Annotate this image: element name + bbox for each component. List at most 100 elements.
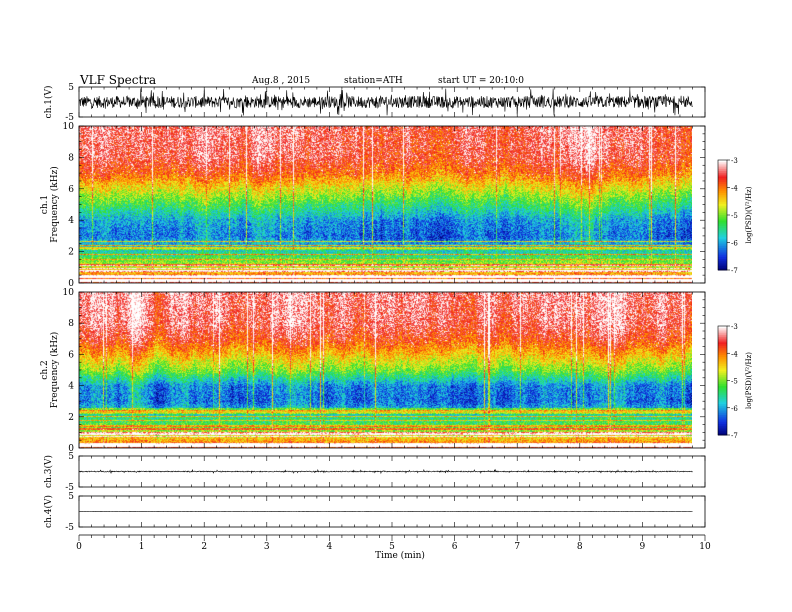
figure-title: VLF Spectra [79, 73, 156, 87]
ch2-colorbar-tick-label: -5 [731, 378, 738, 386]
ch1-colorbar-cell [718, 226, 727, 229]
ch1-waveform-panel: 5 -5 ch.1(V) [43, 83, 706, 123]
time-tick-label: 6 [452, 542, 458, 552]
ch1-waveform-ytick-label: 5 [68, 83, 74, 93]
ch1-colorbar-cell [718, 237, 727, 240]
ch2-colorbar-cell [718, 424, 727, 427]
ch2-colorbar-cell [718, 433, 727, 436]
time-axis-label: Time (min) [375, 550, 425, 561]
ch2-colorbar-cell [718, 425, 727, 429]
ch1-colorbar-cell [718, 213, 727, 216]
ch2-colorbar-cell [718, 353, 727, 356]
ch2-colorbar-cell [718, 389, 727, 392]
ch2-colorbar-cell [718, 376, 727, 380]
ch2-colorbar-cell [718, 413, 727, 416]
ch1-colorbar-cell [718, 182, 727, 185]
ch1-colorbar-cell [718, 229, 727, 232]
time-tick-label: 9 [640, 542, 646, 552]
ch1-spectrogram-ytick-label: 4 [68, 216, 74, 226]
ch1-colorbar-cell [718, 222, 727, 225]
ch2-colorbar-cell [718, 418, 727, 421]
ch1-colorbar-label: log(PSD)(V²/Hz) [745, 186, 753, 243]
time-tick-label: 8 [577, 542, 583, 552]
ch2-colorbar-cell [718, 369, 727, 372]
ch2-spectrogram-ytick-label: 0 [68, 444, 74, 454]
ch1-spectrogram-ytick-label: 6 [68, 185, 74, 195]
ch1-colorbar-cell [718, 176, 727, 179]
ch1-colorbar-cell [718, 196, 727, 199]
ch2-colorbar-cell [718, 347, 727, 351]
ch2-colorbar-label: log(PSD)(V²/Hz) [745, 352, 753, 409]
ch1-colorbar-cell [718, 198, 727, 201]
ch2-colorbar-cell [718, 375, 727, 378]
ch2-colorbar-cell [718, 380, 727, 383]
ch1-spectrogram-ytick-label: 0 [68, 279, 74, 289]
ch1-colorbar-cell [718, 260, 727, 264]
ch1-colorbar-tick-label: -5 [731, 212, 738, 220]
ch2-colorbar-cell [718, 411, 727, 414]
ch2-colorbar-cell [718, 329, 727, 332]
ch1-colorbar-cell [718, 218, 727, 221]
ch1-colorbar-cell [718, 244, 727, 247]
ch2-spectrogram-panel: 0 2 4 6 8 10 ch.2Frequency (kHz) [40, 288, 706, 454]
ch3-waveform-ytick-label: 5 [68, 452, 74, 462]
ch3-waveform-ylabel: ch.3(V) [43, 455, 54, 488]
ch1-colorbar-cell [718, 242, 727, 245]
ch2-colorbar-cell [718, 400, 727, 403]
ch2-colorbar-cell [718, 404, 727, 407]
ch2-colorbar-cell [718, 398, 727, 401]
ch1-colorbar-cell [718, 178, 727, 181]
ch1-spectrogram-ylabel: ch.1Frequency (kHz) [40, 166, 60, 243]
ch1-spectrogram-ytick-label: 10 [63, 122, 75, 132]
time-tick-label: 7 [514, 542, 520, 552]
time-tick-label: 3 [264, 542, 270, 552]
ch1-colorbar-cell [718, 264, 727, 267]
ch1-colorbar-cell [718, 163, 727, 166]
time-tick-label: 0 [76, 542, 82, 552]
ch2-colorbar-cell [718, 365, 727, 369]
ch2-colorbar: -3 -4 -5 -6 -7 log(PSD)(V²/Hz) [717, 323, 753, 440]
start-time-label: start UT = 20:10:0 [438, 76, 524, 86]
ch1-spectrogram-ytick-label: 8 [68, 153, 74, 163]
ch1-spectrogram-ytick-label: 2 [68, 248, 74, 258]
ch1-colorbar-cell [718, 248, 727, 251]
ch1-colorbar-cell [718, 238, 727, 242]
ch2-colorbar-cell [718, 378, 727, 381]
ch2-colorbar-cell [718, 364, 727, 367]
ch1-colorbar: -3 -4 -5 -6 -7 log(PSD)(V²/Hz) [717, 157, 753, 275]
ch1-colorbar-cell [718, 266, 727, 269]
ch2-colorbar-cell [718, 393, 727, 396]
time-tick-label: 1 [139, 542, 145, 552]
time-tick-label: 4 [327, 542, 333, 552]
ch2-colorbar-cell [718, 349, 727, 352]
ch2-colorbar-cell [718, 382, 727, 385]
ch2-colorbar-cell [718, 385, 727, 389]
ch1-colorbar-cell [718, 220, 727, 223]
ch2-colorbar-cell [718, 336, 727, 340]
ch4-waveform-panel: 5 -5 ch.4(V) [43, 492, 706, 533]
ch2-colorbar-cell [718, 327, 727, 331]
ch1-colorbar-cell [718, 200, 727, 203]
ch2-colorbar-cell [718, 371, 727, 374]
ch4-waveform-ylabel: ch.4(V) [43, 495, 54, 528]
ch2-colorbar-cell [718, 387, 727, 391]
ch1-colorbar-tick-label: -3 [731, 157, 738, 165]
ch1-colorbar-cell [718, 160, 727, 163]
ch2-colorbar-cell [718, 405, 727, 409]
ch1-colorbar-cell [718, 262, 727, 265]
ch1-spectrogram-heatmap [79, 126, 692, 283]
ch1-colorbar-cell [718, 194, 727, 198]
ch1-colorbar-cell [718, 191, 727, 194]
ch1-spectrogram-panel: 0 2 4 6 8 10 ch.1Frequency (kHz) [40, 122, 706, 289]
ch2-colorbar-cell [718, 338, 727, 342]
ch1-colorbar-cell [718, 224, 727, 227]
ch2-colorbar-cell [718, 356, 727, 360]
ch2-colorbar-cell [718, 409, 727, 412]
ch2-spectrogram-ytick-label: 10 [63, 288, 75, 298]
ch2-colorbar-tick-label: -3 [731, 323, 738, 331]
ch1-colorbar-cell [718, 268, 727, 271]
ch1-colorbar-cell [718, 193, 727, 196]
ch1-colorbar-cell [718, 255, 727, 258]
ch3-waveform-panel: 5 -5 ch.3(V) [43, 452, 706, 493]
ch1-colorbar-cell [718, 257, 727, 260]
